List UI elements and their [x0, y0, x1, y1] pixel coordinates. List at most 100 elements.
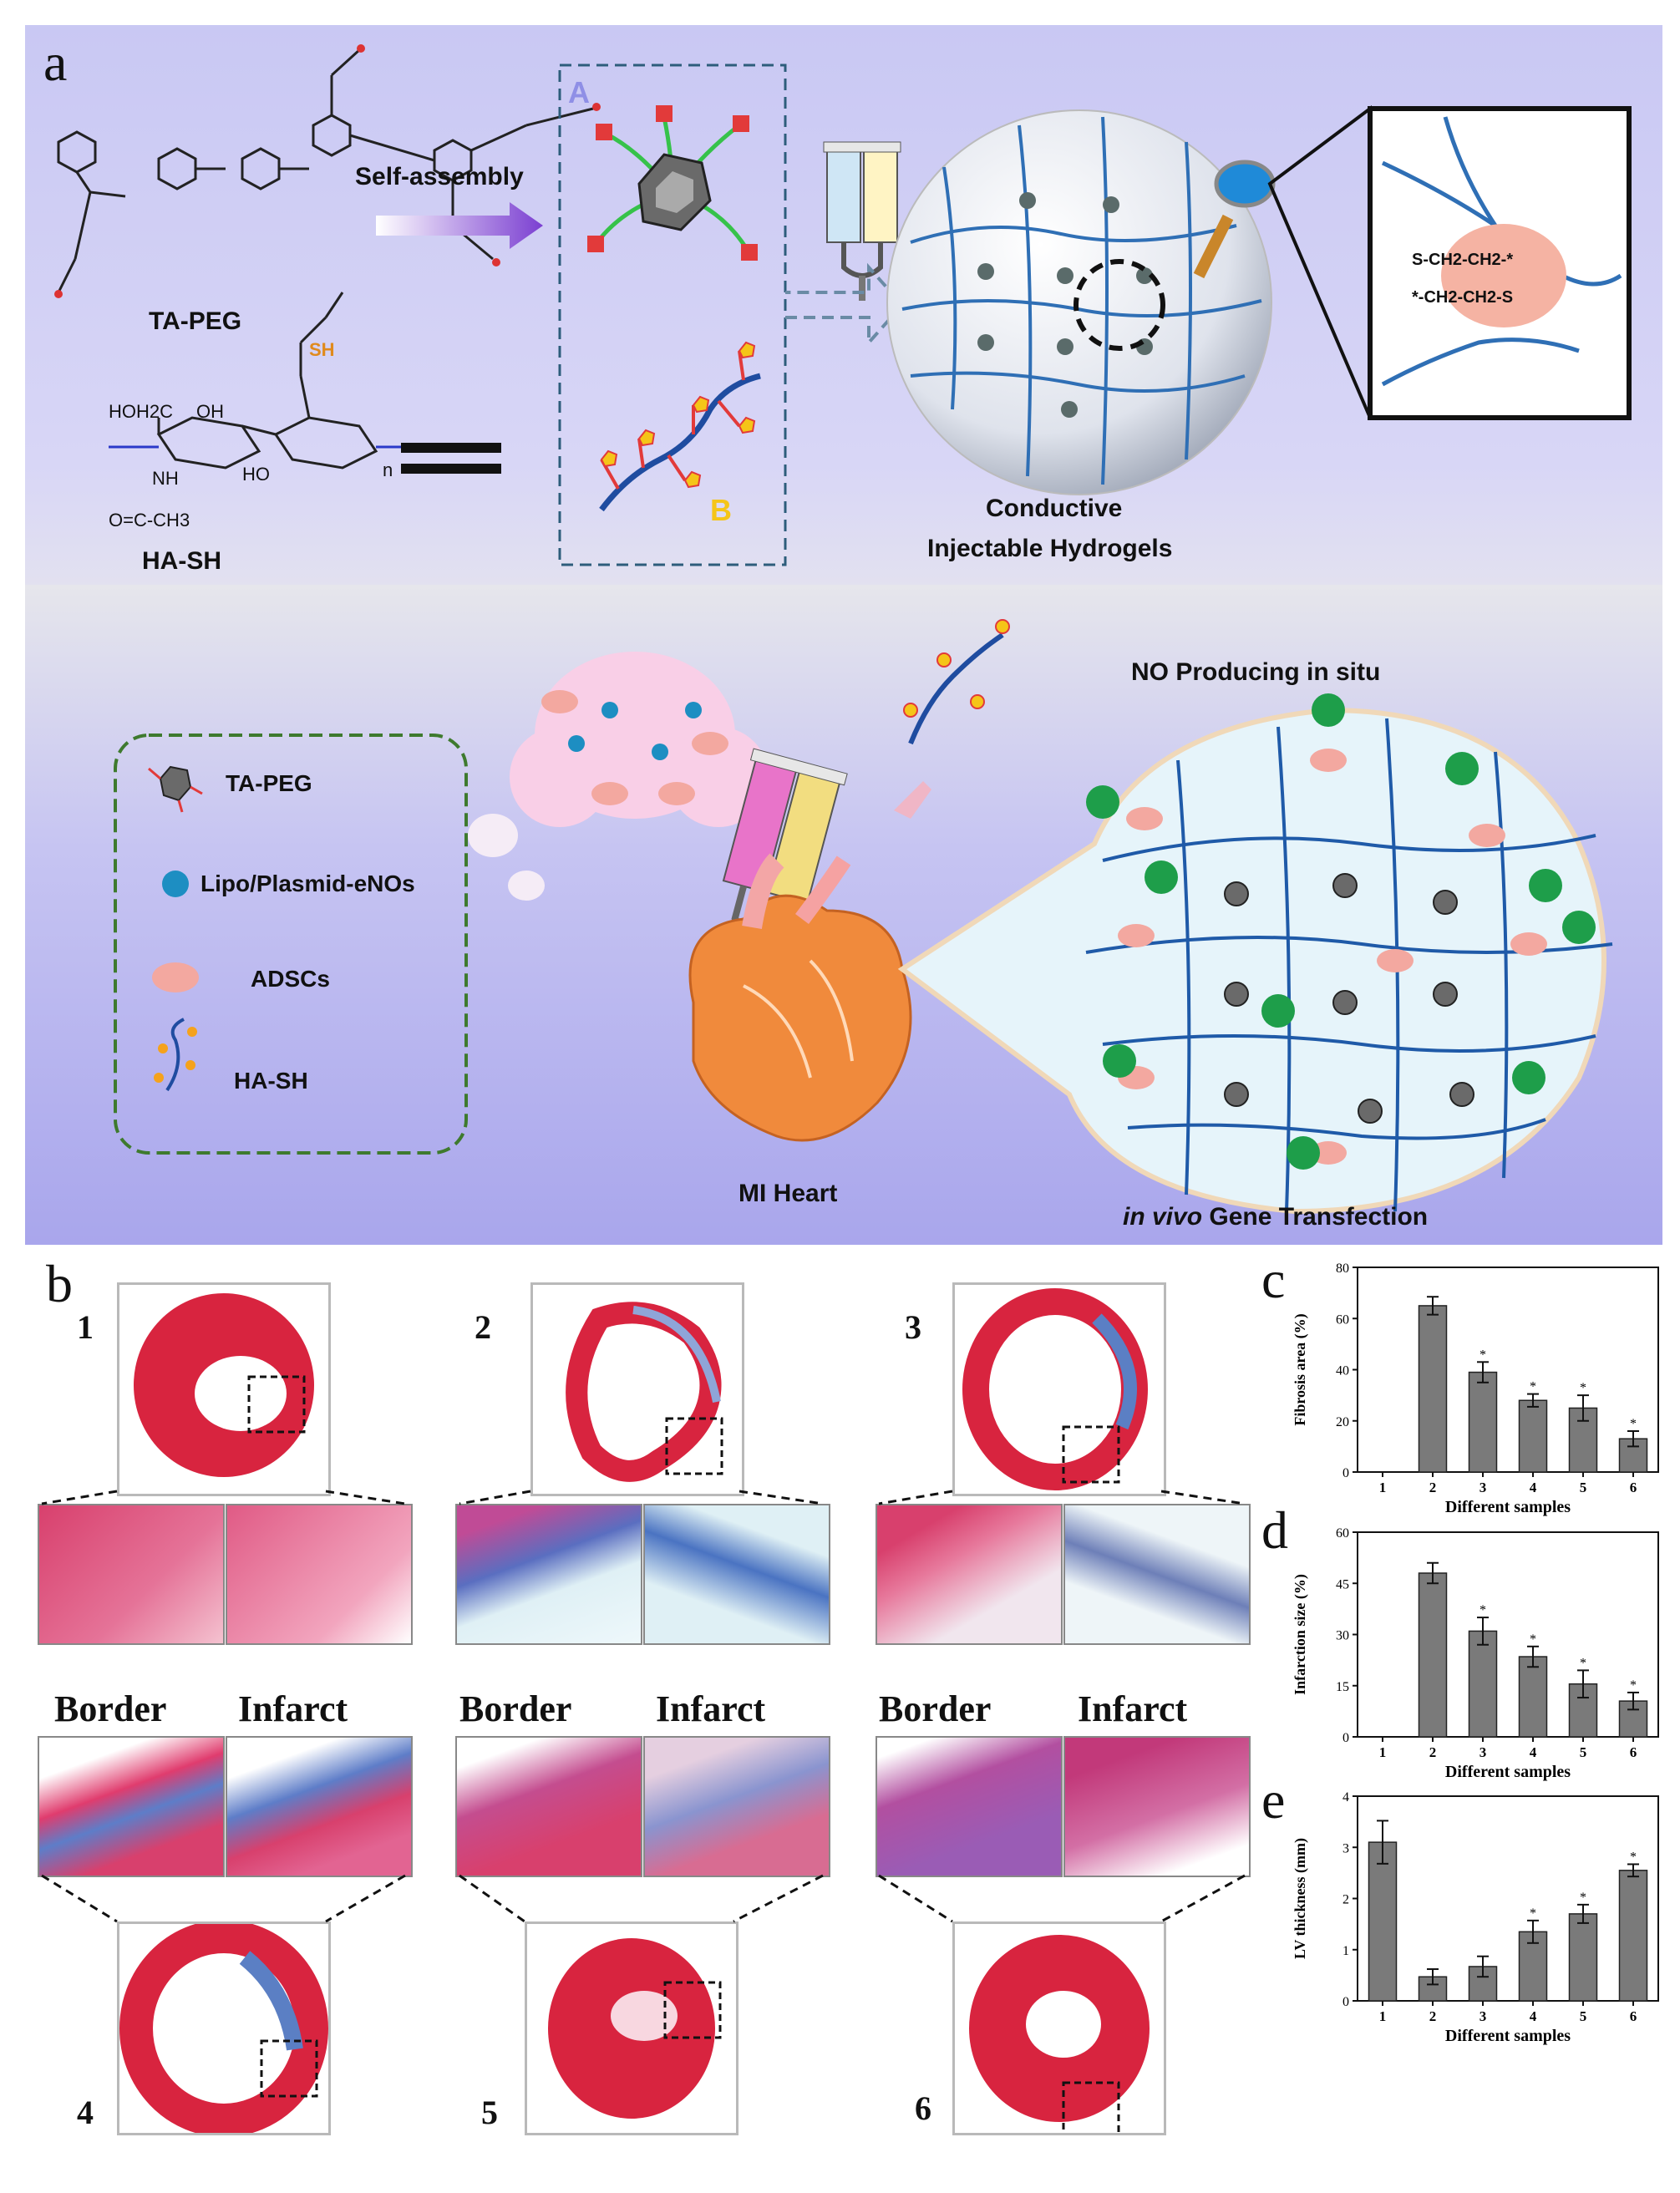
border-thumb-2-top	[455, 1504, 642, 1645]
y-tick-label: 3	[1342, 1841, 1349, 1855]
panel-d-letter: d	[1261, 1500, 1288, 1560]
infarct-thumb-2-top	[643, 1504, 830, 1645]
legend-nanocage-icon	[148, 765, 203, 813]
bar	[1468, 1630, 1498, 1738]
bar	[1518, 1656, 1548, 1738]
significance-mark: *	[1630, 1678, 1637, 1693]
heart-section-1	[117, 1282, 331, 1496]
plot-frame	[1357, 1795, 1659, 2002]
group-label-2: 2	[475, 1308, 491, 1346]
x-axis-label: Different samples	[1445, 2027, 1571, 2045]
nanocage-icon	[587, 105, 758, 261]
heart-slice-4-icon	[119, 1920, 328, 2137]
border-thumb-1-top	[38, 1504, 225, 1645]
significance-mark: *	[1530, 1906, 1536, 1921]
legend-cell-icon	[152, 962, 199, 992]
no-producing-label: NO Producing in situ	[1131, 658, 1381, 686]
box-b-label: B	[710, 493, 732, 527]
polymer-chain-icon	[599, 341, 761, 512]
plot-frame	[1357, 1267, 1659, 1473]
heart-section-2	[530, 1282, 744, 1496]
sh-label: SH	[309, 339, 335, 360]
x-tick-label: 5	[1580, 1480, 1587, 1495]
panel-a-lower-schematic	[114, 619, 1613, 1215]
legend-label-lipo: Lipo/Plasmid-eNOs	[200, 871, 415, 896]
heart-slice-1-icon	[134, 1293, 314, 1477]
heart-slice-2-icon	[566, 1302, 723, 1482]
heart-slice-5-icon	[548, 1938, 722, 2119]
significance-mark: *	[1580, 1891, 1586, 1905]
x-axis-label: Different samples	[1445, 1763, 1571, 1781]
x-tick-label: 2	[1429, 1480, 1437, 1495]
significance-mark: *	[1580, 1656, 1586, 1670]
infarct-label-1: Infarct	[238, 1688, 348, 1729]
border-thumb-1-bottom	[38, 1736, 225, 1877]
chem-ch3: O=C-CH3	[109, 510, 190, 530]
mi-heart-label: MI Heart	[738, 1180, 838, 1207]
bar	[1468, 1371, 1498, 1473]
infarct-label-2: Infarct	[656, 1688, 766, 1729]
chem-nh: NH	[152, 468, 179, 489]
border-thumb-3-top	[876, 1504, 1063, 1645]
panel-a-letter: a	[43, 33, 68, 92]
y-tick-label: 20	[1336, 1415, 1349, 1429]
infarct-label-3: Infarct	[1078, 1688, 1188, 1729]
significance-mark: *	[1630, 1850, 1637, 1864]
border-thumb-3-bottom	[876, 1736, 1063, 1877]
box-a-label: A	[568, 75, 590, 109]
infarct-thumb-3-bottom	[1063, 1736, 1251, 1877]
heart-section-4	[117, 1920, 331, 2137]
group-label-1: 1	[77, 1308, 94, 1346]
x-tick-label: 1	[1379, 2008, 1387, 2024]
no-molecule-icon	[1086, 693, 1596, 1170]
heart-section-5	[525, 1921, 738, 2135]
infarct-thumb-2-bottom	[643, 1736, 830, 1877]
crosslink-top-label: S-CH2-CH2-*	[1412, 251, 1514, 269]
conductive-label-line2: Injectable Hydrogels	[927, 535, 1173, 562]
chart-d: 0 15 30 45 60 1 2 * 3 * 4 * 5 * 6 Different samples Infa…	[1292, 1526, 1659, 1781]
group-label-4: 4	[77, 2094, 94, 2131]
crosslink-bottom-label: *-CH2-CH2-S	[1412, 288, 1514, 307]
ha-sh-label: HA-SH	[142, 547, 221, 575]
x-tick-label: 3	[1480, 1744, 1487, 1760]
chem-hoh2c: HOH2C	[109, 401, 174, 422]
magnifier-icon	[1193, 160, 1276, 279]
y-tick-label: 2	[1342, 1893, 1349, 1907]
border-label-2: Border	[459, 1688, 572, 1729]
x-tick-label: 6	[1630, 2008, 1637, 2024]
y-tick-label: 0	[1342, 1466, 1349, 1480]
in-vivo-italic: in vivo	[1123, 1203, 1203, 1231]
self-assembly-label: Self-assembly	[355, 163, 524, 190]
syringe-icon	[823, 141, 901, 301]
x-tick-label: 2	[1429, 2008, 1437, 2024]
panel-e-letter: e	[1261, 1770, 1286, 1830]
x-tick-label: 3	[1480, 2008, 1487, 2024]
border-label-1: Border	[54, 1688, 167, 1729]
group-label-3: 3	[905, 1308, 921, 1346]
x-axis-label: Different samples	[1445, 1498, 1571, 1516]
border-label-3: Border	[879, 1688, 992, 1729]
vinyl-end-icon	[54, 44, 601, 298]
x-tick-label: 3	[1480, 1480, 1487, 1495]
chem-n: n	[383, 459, 393, 480]
x-tick-label: 4	[1530, 1480, 1537, 1495]
in-vivo-label: in vivo Gene Transfection	[1123, 1203, 1428, 1231]
crosslink-zoom-box	[1368, 106, 1632, 420]
in-vivo-rest: Gene Transfection	[1209, 1203, 1429, 1231]
bar	[1368, 1841, 1398, 2002]
bar	[1618, 1870, 1648, 2002]
border-thumb-2-bottom	[455, 1736, 642, 1877]
y-tick-label: 0	[1342, 1995, 1349, 2009]
infarct-thumb-3-top	[1063, 1504, 1251, 1645]
y-tick-label: 60	[1336, 1312, 1349, 1327]
hydrogel-sphere-icon	[886, 109, 1272, 495]
x-tick-label: 6	[1630, 1480, 1637, 1495]
y-tick-label: 30	[1336, 1629, 1349, 1643]
y-tick-label: 40	[1336, 1364, 1349, 1378]
x-tick-label: 4	[1530, 2008, 1537, 2024]
component-dashed-box	[558, 63, 787, 566]
significance-mark: *	[1530, 1380, 1536, 1394]
magnified-bubble-icon	[897, 707, 1606, 1215]
significance-mark: *	[1530, 1632, 1536, 1647]
